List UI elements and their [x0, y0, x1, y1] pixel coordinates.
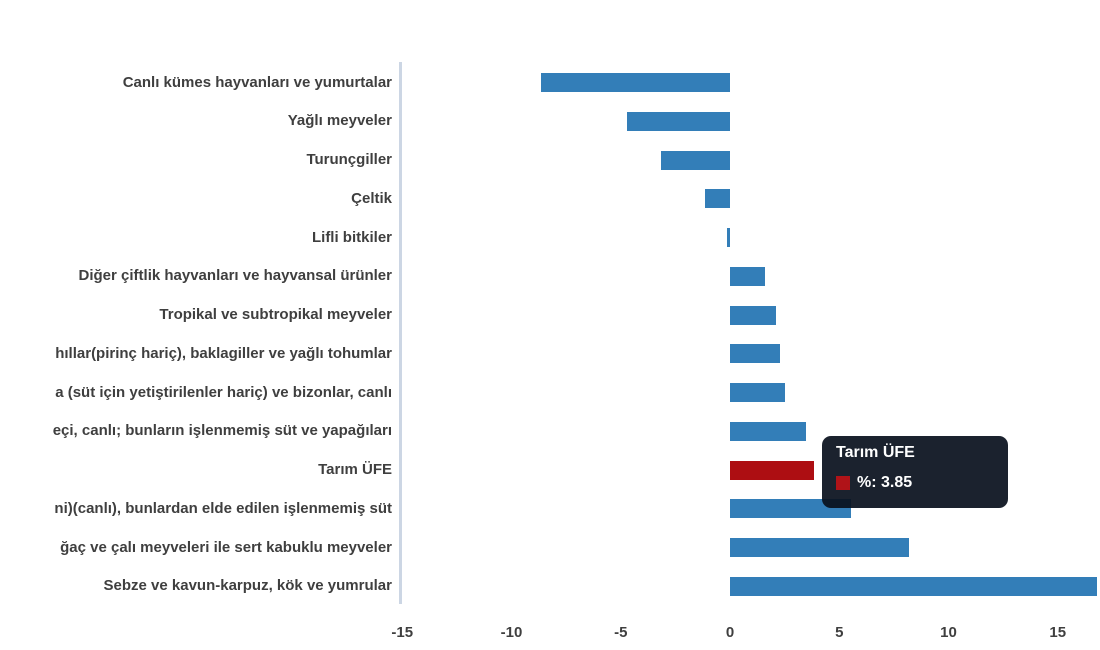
category-label: Tropikal ve subtropikal meyveler [159, 306, 392, 323]
bar[interactable] [730, 499, 852, 519]
bar[interactable] [730, 421, 807, 441]
category-label: Lifli bitkiler [311, 228, 392, 246]
tooltip-value: %: 3.85 [857, 474, 913, 491]
category-label: ğaç ve çalı meyveleri ile sert kabuklu m… [60, 538, 392, 556]
bar[interactable] [730, 576, 1098, 596]
bar[interactable] [627, 111, 730, 131]
x-axis-tick-label: -15 [391, 624, 414, 641]
bar[interactable] [730, 305, 776, 325]
bar[interactable] [730, 344, 781, 364]
x-axis-tick-label: -5 [614, 624, 628, 641]
x-axis-ticks: -15 -10 -5 0 5 10 15 [0, 624, 1100, 644]
category-label: eçi, canlı; bunların işlenmemiş süt ve y… [52, 422, 392, 440]
y-axis-line [399, 62, 402, 604]
x-axis-tick-label: 10 [940, 624, 957, 641]
tooltip-value-row: %: 3.85 [836, 475, 994, 491]
category-label: a (süt için yetiştirilenler hariç) ve bi… [55, 383, 392, 401]
category-label: Diğer çiftlik hayvanları ve hayvansal ür… [78, 267, 392, 285]
category-label: ni)(canlı), bunlardan elde edilen işlenm… [54, 499, 392, 517]
bar[interactable] [661, 150, 730, 170]
category-label: Tarım ÜFE [318, 461, 392, 478]
tooltip: Tarım ÜFE %: 3.85 [822, 436, 1008, 508]
bar[interactable] [730, 266, 765, 286]
category-label: hıllar(pirinç hariç), baklagiller ve yağ… [55, 344, 392, 362]
bar[interactable] [730, 383, 785, 402]
bar[interactable] [704, 189, 730, 209]
tooltip-title: Tarım ÜFE [836, 444, 915, 461]
category-label: Turunçgiller [306, 151, 392, 168]
category-label: Canlı kümes hayvanları ve yumurtalar [122, 73, 392, 91]
series-color-swatch-icon [836, 476, 850, 490]
bar[interactable] [726, 228, 730, 247]
category-label: Yağlı meyveler [287, 112, 392, 130]
x-axis-tick-label: 5 [835, 624, 844, 641]
x-axis-tick-label: 0 [725, 624, 735, 641]
category-label: Sebze ve kavun-karpuz, kök ve yumrular [103, 577, 392, 595]
bar-tarim-ufe[interactable] [730, 460, 815, 480]
bar[interactable] [730, 538, 910, 557]
bar[interactable] [540, 73, 730, 92]
x-axis-tick-label: -10 [500, 624, 523, 641]
category-label: Çeltik [351, 189, 392, 207]
x-axis-tick-label: 15 [1049, 624, 1067, 641]
